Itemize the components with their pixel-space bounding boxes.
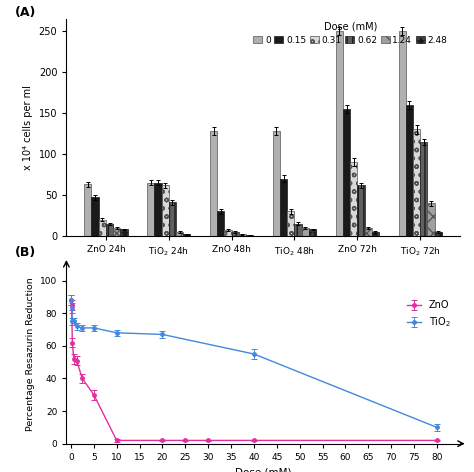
X-axis label: Dose (mM): Dose (mM)	[235, 467, 292, 472]
Bar	[287, 211, 294, 236]
Legend: 0, 0.15, 0.31, 0.62, 1.24, 2.48: 0, 0.15, 0.31, 0.62, 1.24, 2.48	[253, 21, 447, 45]
Bar	[420, 142, 428, 236]
Bar	[309, 229, 316, 236]
Bar	[406, 105, 413, 236]
Text: (A): (A)	[15, 6, 36, 19]
Bar	[399, 31, 406, 236]
Bar	[280, 178, 287, 236]
Bar	[246, 235, 253, 236]
Bar	[239, 235, 246, 236]
Bar	[147, 183, 155, 236]
Bar	[210, 131, 217, 236]
Bar	[84, 185, 91, 236]
Text: (B): (B)	[15, 246, 36, 260]
Bar	[343, 109, 350, 236]
Bar	[273, 131, 280, 236]
Y-axis label: Percentage Resazurin Reduction: Percentage Resazurin Reduction	[26, 277, 35, 431]
Bar	[91, 197, 99, 236]
Bar	[162, 185, 169, 236]
Y-axis label: x 10⁴ cells per ml: x 10⁴ cells per ml	[23, 85, 33, 170]
Bar	[183, 235, 191, 236]
Bar	[336, 31, 343, 236]
Bar	[169, 202, 176, 236]
Bar	[365, 228, 372, 236]
Bar	[99, 219, 106, 236]
Bar	[413, 129, 420, 236]
Bar	[120, 229, 128, 236]
Bar	[294, 224, 302, 236]
Bar	[428, 203, 435, 236]
Bar	[176, 232, 183, 236]
Bar	[232, 232, 239, 236]
Bar	[217, 211, 224, 236]
Bar	[372, 232, 379, 236]
Bar	[113, 228, 120, 236]
Bar	[357, 185, 365, 236]
Bar	[350, 162, 357, 236]
Bar	[302, 228, 309, 236]
Legend: ZnO, TiO$_2$: ZnO, TiO$_2$	[403, 296, 455, 333]
Bar	[155, 183, 162, 236]
Bar	[224, 230, 232, 236]
Bar	[435, 232, 442, 236]
Bar	[106, 224, 113, 236]
